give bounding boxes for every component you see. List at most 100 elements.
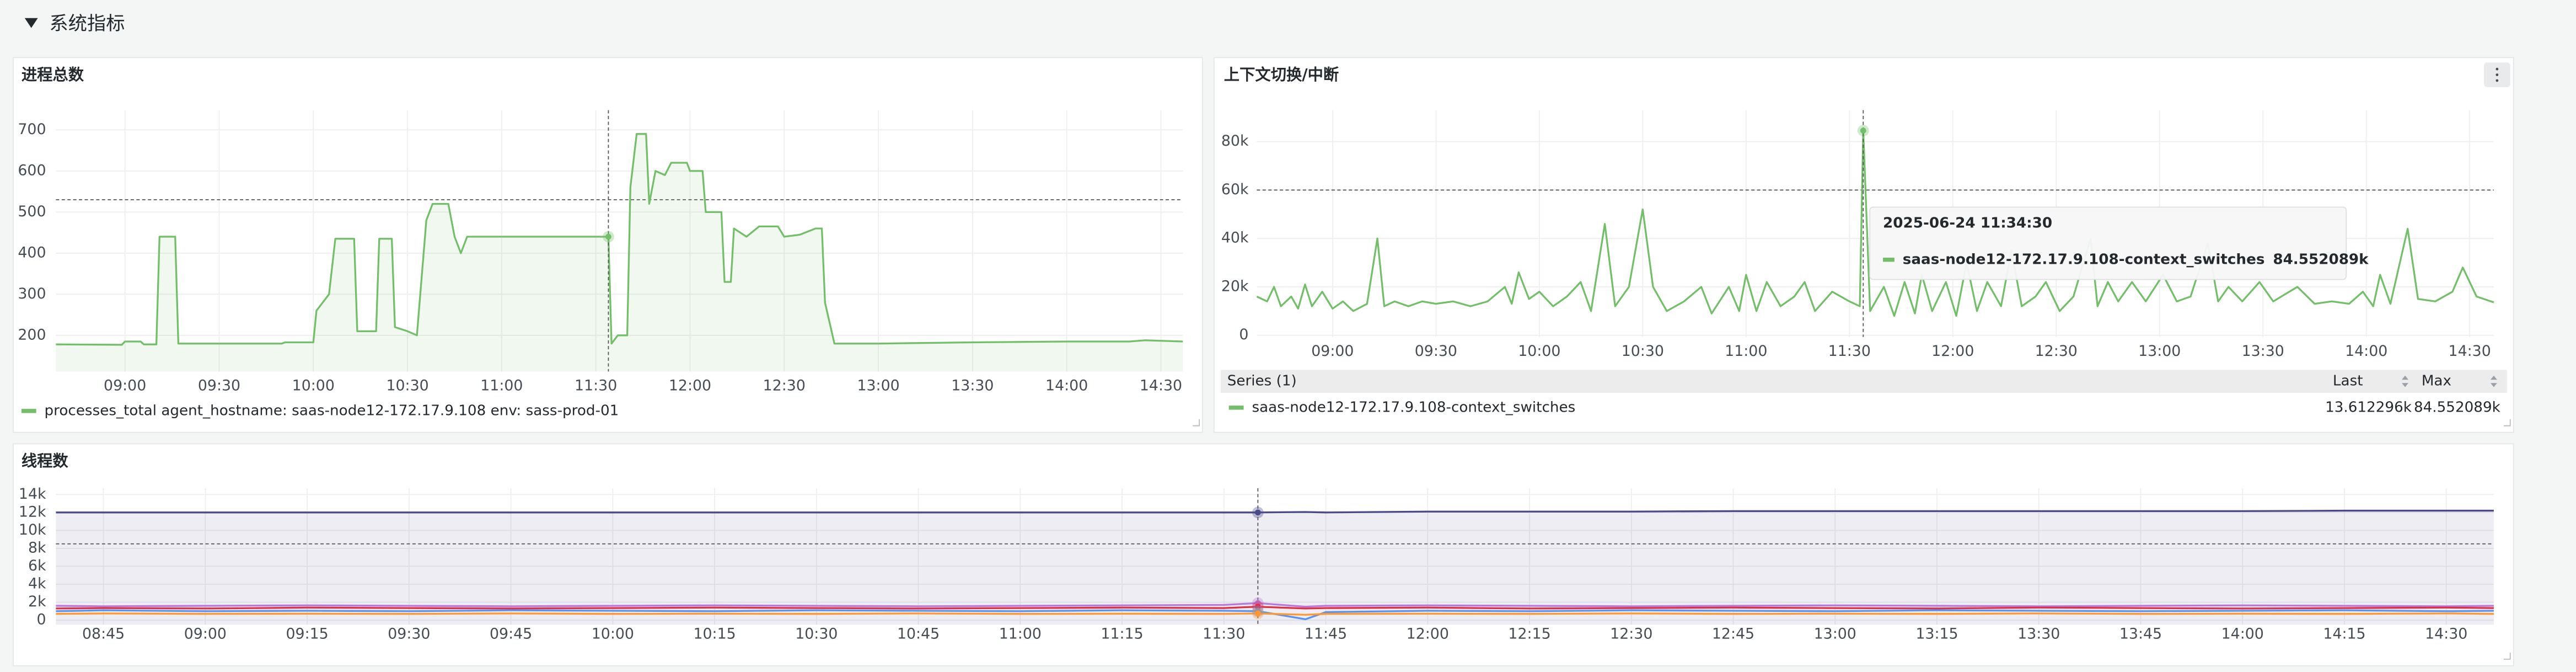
legend-label: saas-node12-172.17.9.108-context_switche…	[1252, 399, 1575, 415]
x-tick-label: 09:00	[1311, 343, 1354, 360]
y-tick-label: 6k	[28, 557, 46, 574]
x-tick-label: 09:30	[1415, 343, 1457, 360]
legend-label: processes_total agent_hostname: saas-nod…	[45, 402, 619, 419]
cursor-point	[1255, 610, 1261, 617]
x-tick-label: 09:15	[286, 626, 328, 643]
x-tick-label: 12:30	[1610, 626, 1652, 643]
legend-column-header[interactable]: Max	[2422, 373, 2451, 390]
x-tick-label: 14:30	[1140, 377, 1182, 394]
series-line	[1256, 130, 2494, 317]
x-tick-label: 11:00	[1725, 343, 1767, 360]
series-area	[56, 510, 2494, 625]
x-tick-label: 12:15	[1508, 626, 1550, 643]
x-tick-label: 14:30	[2449, 343, 2491, 360]
panel-title: 上下文切换/中断	[1224, 66, 1339, 84]
x-tick-label: 10:00	[292, 377, 335, 394]
x-tick-label: 09:00	[184, 626, 227, 643]
panel-menu[interactable]	[2484, 62, 2510, 87]
x-tick-label: 10:30	[386, 377, 428, 394]
cursor-point	[1860, 127, 1866, 134]
y-tick-label: 80k	[1221, 132, 1249, 150]
x-tick-label: 13:00	[857, 377, 899, 394]
series-line	[56, 606, 2494, 610]
sort-icon	[2490, 375, 2497, 387]
x-tick-label: 12:00	[669, 377, 711, 394]
x-tick-label: 10:00	[1518, 343, 1560, 360]
x-tick-label: 14:30	[2425, 626, 2467, 643]
x-tick-label: 13:45	[2119, 626, 2162, 643]
tooltip	[1869, 206, 2347, 280]
x-tick-label: 13:30	[2017, 626, 2060, 643]
series-line	[56, 609, 2494, 621]
x-tick-label: 14:00	[2345, 343, 2387, 360]
y-tick-label: 14k	[19, 486, 46, 503]
x-tick-label: 13:30	[951, 377, 994, 394]
cursor-point	[605, 233, 611, 240]
x-tick-label: 12:30	[2035, 343, 2078, 360]
y-tick-label: 8k	[28, 539, 46, 556]
y-tick-label: 40k	[1221, 230, 1249, 247]
x-tick-label: 08:45	[82, 626, 125, 643]
x-tick-label: 14:00	[1045, 377, 1088, 394]
x-tick-label: 11:30	[575, 377, 617, 394]
sort-icon	[2402, 375, 2408, 387]
menu-dot	[2496, 67, 2499, 71]
x-tick-label: 11:45	[1305, 626, 1347, 643]
x-tick-label: 12:45	[1712, 626, 1754, 643]
section-header[interactable]: 系统指标	[24, 13, 125, 35]
tooltip-time: 2025-06-24 11:34:30	[1883, 215, 2052, 232]
y-tick-label: 10k	[19, 521, 46, 538]
panel	[13, 443, 2514, 666]
cursor-point	[1255, 509, 1261, 516]
y-tick-label: 700	[18, 121, 46, 138]
x-tick-label: 14:00	[2221, 626, 2264, 643]
series-line	[56, 509, 2494, 514]
x-tick-label: 11:00	[480, 377, 523, 394]
tooltip-value: 84.552089k	[2273, 251, 2369, 268]
x-tick-label: 13:00	[2138, 343, 2181, 360]
y-tick-label: 400	[18, 244, 46, 261]
legend-last: 13.612296k	[2325, 399, 2412, 415]
x-tick-label: 12:00	[1931, 343, 1974, 360]
y-tick-label: 60k	[1221, 181, 1249, 198]
y-tick-label: 12k	[19, 503, 46, 520]
x-tick-label: 12:30	[763, 377, 806, 394]
x-tick-label: 09:30	[388, 626, 430, 643]
y-tick-label: 200	[18, 326, 46, 343]
legend-column-header: Series (1)	[1227, 373, 1297, 390]
x-tick-label: 11:00	[999, 626, 1042, 643]
tooltip-series: saas-node12-172.17.9.108-context_switche…	[1903, 251, 2265, 268]
series-line	[56, 612, 2494, 616]
series-line	[56, 133, 1183, 346]
series-line	[56, 602, 2494, 608]
x-tick-label: 13:15	[1915, 626, 1958, 643]
x-tick-label: 11:30	[1203, 626, 1245, 643]
x-tick-label: 09:45	[490, 626, 532, 643]
menu-dot	[2496, 79, 2499, 82]
y-tick-label: 0	[1239, 326, 1248, 343]
y-tick-label: 0	[36, 611, 46, 628]
x-tick-label: 12:00	[1407, 626, 1449, 643]
x-tick-label: 14:15	[2323, 626, 2365, 643]
x-tick-label: 11:15	[1101, 626, 1143, 643]
x-tick-label: 13:30	[2242, 343, 2284, 360]
y-tick-label: 4k	[28, 575, 46, 592]
cursor-point	[1255, 604, 1261, 610]
y-tick-label: 20k	[1221, 278, 1249, 295]
x-tick-label: 13:00	[1814, 626, 1856, 643]
legend-header	[1220, 370, 2507, 393]
y-tick-label: 300	[18, 285, 46, 302]
x-tick-label: 11:30	[1828, 343, 1871, 360]
panel-title: 线程数	[22, 452, 69, 470]
x-tick-label: 10:30	[1622, 343, 1664, 360]
section-title: 系统指标	[49, 13, 125, 35]
series-area	[56, 134, 1183, 372]
x-tick-label: 10:30	[795, 626, 838, 643]
x-tick-label: 10:15	[693, 626, 736, 643]
panel-title: 进程总数	[22, 66, 84, 84]
legend-max: 84.552089k	[2414, 399, 2501, 415]
y-tick-label: 600	[18, 162, 46, 179]
collapse-icon[interactable]	[24, 18, 38, 28]
legend-column-header[interactable]: Last	[2333, 373, 2363, 390]
